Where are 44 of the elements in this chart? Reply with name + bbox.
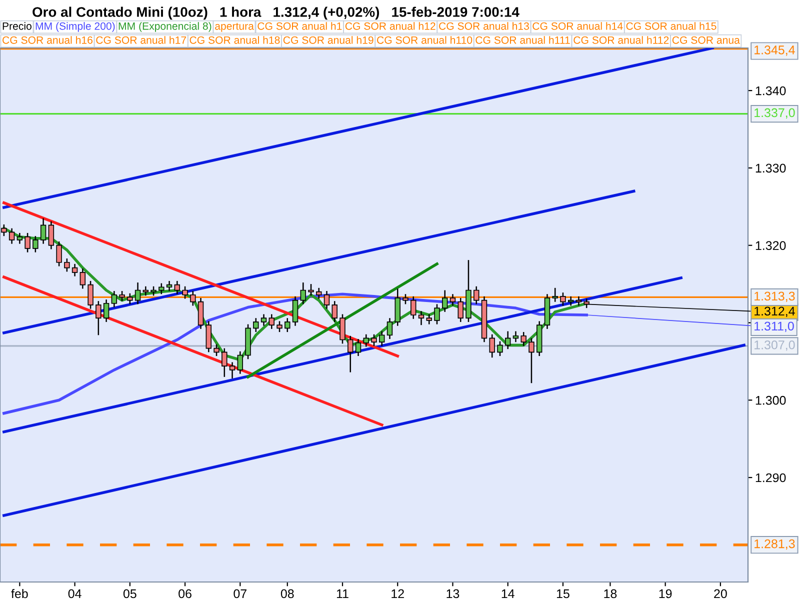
data-label: 1.311,0 xyxy=(754,322,794,332)
text: CG SOR anual h12 xyxy=(345,22,436,30)
text: CG SOR anual h16 xyxy=(2,36,92,44)
text: apertura xyxy=(215,22,254,32)
text: CG SOR anual h14 xyxy=(532,22,623,30)
y-tick-label: 1.320 xyxy=(756,241,786,250)
x-tick-label: 05 xyxy=(123,589,136,598)
y-tick-label: 1.290 xyxy=(756,473,786,482)
y-tick-label: 1.340 xyxy=(756,86,786,96)
ref-line-label: 1.345,4 xyxy=(754,46,795,56)
text: CG SOR anual h19 xyxy=(283,36,374,44)
ref-line-label: 1.337,0 xyxy=(754,108,795,119)
text: CG SOR anual h111 xyxy=(476,36,570,44)
x-tick-label: 15 xyxy=(556,589,570,598)
text: Precio xyxy=(2,22,32,30)
x-tick-label: 06 xyxy=(178,589,192,598)
x-tick-label: 18 xyxy=(604,589,617,598)
x-tick-label: 19 xyxy=(659,589,672,598)
x-tick-label: 08 xyxy=(280,589,294,598)
x-tick-label: 07 xyxy=(234,589,246,598)
text: CG SOR anual h13 xyxy=(439,22,529,30)
text: CG SOR anual h1 xyxy=(258,22,342,30)
ref-line-label: 1.307,0 xyxy=(754,340,795,351)
text: CG SOR anua xyxy=(672,36,740,44)
x-tick-label: 14 xyxy=(502,589,514,598)
text: CG SOR anual h17 xyxy=(96,36,186,44)
x-tick-label: 04 xyxy=(68,589,82,598)
text: CG SOR anual h15 xyxy=(626,22,716,30)
text: MM (Exponencial 8) xyxy=(118,22,212,32)
x-tick-label: 13 xyxy=(446,589,460,598)
x-tick-label: feb xyxy=(11,588,28,598)
x-tick-label: 12 xyxy=(392,589,404,598)
ref-line-label: 1.281,3 xyxy=(754,539,795,550)
y-tick-label: 1.330 xyxy=(756,164,786,173)
chart-title: Oro al Contado Mini (10oz) 1 hora 1.312,4 (+0,02%) 15-feb-2019 7:00:14 xyxy=(32,6,520,20)
ref-line-label: 1.313,3 xyxy=(754,292,795,302)
text: CG SOR anual h112 xyxy=(574,36,669,44)
text: CG SOR anual h110 xyxy=(377,36,472,44)
text: MM (Simple 200) xyxy=(36,22,115,32)
x-tick-label: 20 xyxy=(714,589,727,598)
y-tick-label: 1.300 xyxy=(756,396,786,405)
text: CG SOR anual h18 xyxy=(190,36,280,44)
x-tick-label: 11 xyxy=(336,589,348,598)
text: 1.312,4 xyxy=(754,306,795,318)
